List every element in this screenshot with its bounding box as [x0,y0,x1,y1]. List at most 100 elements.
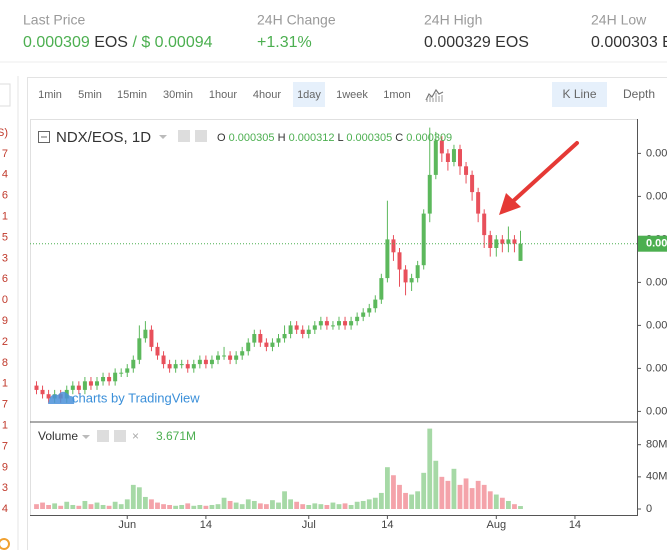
side-fragment: 5 [2,231,8,243]
side-fragment: 9 [2,315,8,327]
candle-body [470,174,475,193]
volume-bar [276,502,281,509]
volume-bar [209,504,215,509]
side-fragment: 1 [2,378,8,390]
left-dropdown[interactable] [0,83,11,107]
volume-bar [88,504,94,509]
candle-body [433,140,438,175]
candle-body [246,342,251,352]
interval-button[interactable]: 1week [336,89,368,101]
candle-body [367,308,372,313]
candle-body [222,355,227,357]
candle-body [191,364,196,369]
candle-body [397,252,402,270]
volume-eye-icon[interactable] [97,430,109,442]
symbol-caret[interactable] [159,135,167,139]
volume-bar [445,480,451,509]
volume-bar [451,468,457,509]
candle-body [228,355,233,360]
candle-body [451,149,456,162]
low-label: 24H Low [591,12,647,28]
volume-bar [124,499,130,509]
volume-close[interactable]: × [132,429,139,443]
candle-body [506,239,511,244]
side-fragment: 6 [2,273,8,285]
kline-button[interactable]: K Line [562,87,596,101]
volume-bar [288,499,293,509]
candle-body [125,368,130,373]
indicator-icon[interactable] [425,88,444,102]
candle-body [143,329,148,339]
close-label: C [395,132,403,144]
volume-caret[interactable] [82,435,90,439]
candle-body [82,381,87,390]
candle-body [300,329,305,334]
candle-body [209,359,214,365]
volume-bar [64,501,70,509]
volume-bar [245,499,251,509]
volume-bar [221,497,227,509]
volume-settings-icon[interactable] [114,430,126,442]
volume-bar [366,499,372,509]
volume-bar [100,504,106,509]
x-tick-label: 14 [200,519,212,531]
candle-body [379,278,384,300]
side-fragment: 2 [2,336,8,348]
volume-bar [499,497,505,509]
candle-body [276,338,281,343]
candle-body [155,346,160,356]
interval-button[interactable]: 1hour [209,89,237,101]
y-tick-label: 0.000 [646,276,667,288]
y2-tick-label: 0 [646,503,652,515]
interval-button[interactable]: 1min [38,89,62,101]
y-tick-label: 0.000 [646,319,667,331]
candle-body [482,213,487,236]
candle-body [355,316,360,322]
kline-button-bg[interactable] [552,82,607,107]
side-fragment: 7 [2,440,8,452]
volume-bar [300,504,306,509]
interval-button[interactable]: 5min [78,89,102,101]
symbol: NDX/EOS, 1D [56,129,151,146]
interval-button[interactable]: 4hour [253,89,281,101]
candle-body [76,385,81,390]
side-fragment: 8 [2,357,8,369]
y-tick-label: 0.000 [646,362,667,374]
volume-bar [94,502,100,509]
volume-bar [34,504,39,509]
x-tick-label: 14 [381,519,393,531]
volume-bar [391,475,396,509]
interval-button[interactable]: 15min [117,89,147,101]
interval-button[interactable]: 1mon [383,89,411,101]
volume-bar [46,504,51,509]
volume-bar [106,505,112,509]
candle-body [119,372,124,374]
volume-bar [360,500,366,509]
candle-body [282,334,287,339]
y2-tick-label: 40M [646,471,667,483]
candle-body [185,364,190,369]
settings-icon[interactable] [178,130,190,142]
candle-body [40,389,45,395]
volume-bar [403,492,408,509]
volume-bar [378,492,384,509]
interval-button[interactable]: 1day [297,89,321,101]
eye-icon[interactable] [195,130,207,142]
volume-bar [136,487,142,509]
side-fragment: 3 [2,252,8,264]
candle-body [439,140,444,154]
volume-value: 3.671M [156,429,196,443]
candle-body [252,334,257,343]
volume-bar [318,504,324,509]
depth-button[interactable]: Depth [623,87,655,101]
interval-button[interactable]: 30min [163,89,193,101]
volume-bar [427,428,433,509]
volume-bar [415,491,421,509]
plot: 0.000 0.000 0.000 0.000 0.000 0.000 0.000 0 40M 8… [30,127,667,531]
volume-bar [112,501,118,509]
x-tick-label: Jun [118,519,136,531]
watermark: charts by TradingView [72,390,200,405]
side-icon[interactable] [0,538,10,550]
volume-bar [385,467,390,509]
